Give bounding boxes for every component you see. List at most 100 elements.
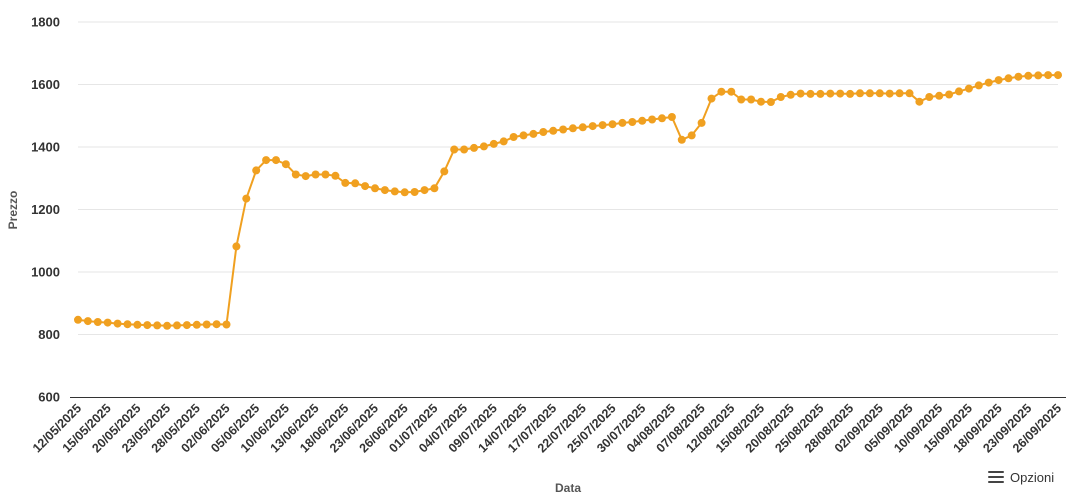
data-point[interactable] <box>222 320 231 329</box>
data-point[interactable] <box>955 87 963 96</box>
data-point[interactable] <box>994 76 1003 85</box>
data-point[interactable] <box>272 156 280 165</box>
data-point[interactable] <box>113 319 122 328</box>
data-point[interactable] <box>648 115 657 124</box>
data-point[interactable] <box>915 97 924 106</box>
data-point[interactable] <box>747 95 756 104</box>
data-point[interactable] <box>984 78 993 87</box>
data-point[interactable] <box>766 98 775 106</box>
data-point[interactable] <box>568 124 577 133</box>
data-point[interactable] <box>658 114 666 123</box>
data-point[interactable] <box>371 184 379 193</box>
data-point[interactable] <box>192 320 201 329</box>
data-point[interactable] <box>361 182 370 191</box>
data-point[interactable] <box>232 242 241 251</box>
data-point[interactable] <box>460 145 469 154</box>
data-point[interactable] <box>93 318 102 326</box>
data-point[interactable] <box>400 188 409 197</box>
data-point[interactable] <box>677 135 686 144</box>
data-point[interactable] <box>252 166 261 175</box>
data-point[interactable] <box>895 89 904 98</box>
data-point[interactable] <box>420 186 429 195</box>
data-point[interactable] <box>935 91 944 100</box>
data-point[interactable] <box>776 93 785 101</box>
data-point[interactable] <box>1004 74 1013 83</box>
data-point[interactable] <box>816 89 825 98</box>
data-point[interactable] <box>667 113 676 121</box>
data-point[interactable] <box>133 320 142 329</box>
data-point[interactable] <box>638 116 647 125</box>
data-point[interactable] <box>470 143 478 152</box>
data-point[interactable] <box>529 129 538 138</box>
data-point[interactable] <box>163 321 172 330</box>
data-point[interactable] <box>717 87 726 96</box>
data-point[interactable] <box>390 187 399 196</box>
data-point[interactable] <box>153 321 162 330</box>
data-point[interactable] <box>687 131 696 140</box>
data-point[interactable] <box>212 320 221 329</box>
data-point[interactable] <box>727 87 736 96</box>
data-point[interactable] <box>1024 71 1033 80</box>
data-point[interactable] <box>489 139 498 148</box>
data-point[interactable] <box>618 118 627 127</box>
data-point[interactable] <box>321 170 330 179</box>
data-point[interactable] <box>836 89 845 98</box>
data-point[interactable] <box>608 120 617 129</box>
data-point[interactable] <box>301 172 310 181</box>
data-point[interactable] <box>262 156 271 165</box>
data-point[interactable] <box>242 194 251 203</box>
data-point[interactable] <box>1054 71 1062 80</box>
data-point[interactable] <box>757 97 765 106</box>
data-point[interactable] <box>925 93 934 101</box>
data-point[interactable] <box>74 315 82 324</box>
data-point[interactable] <box>796 89 805 98</box>
data-point[interactable] <box>450 145 459 154</box>
data-point[interactable] <box>1044 71 1053 80</box>
data-point[interactable] <box>123 320 132 329</box>
data-point[interactable] <box>905 89 914 98</box>
data-point[interactable] <box>578 123 587 132</box>
data-point[interactable] <box>786 90 795 99</box>
data-point[interactable] <box>856 89 864 98</box>
data-point[interactable] <box>945 90 954 99</box>
data-point[interactable] <box>737 95 746 104</box>
data-point[interactable] <box>697 118 706 127</box>
data-point[interactable] <box>806 89 815 98</box>
data-point[interactable] <box>865 89 874 98</box>
data-point[interactable] <box>499 137 508 146</box>
data-point[interactable] <box>826 89 835 98</box>
data-point[interactable] <box>341 178 350 187</box>
data-point[interactable] <box>588 122 597 131</box>
data-point[interactable] <box>331 171 340 180</box>
data-point[interactable] <box>311 170 320 179</box>
data-point[interactable] <box>539 128 548 136</box>
data-point[interactable] <box>964 84 973 93</box>
data-point[interactable] <box>707 94 716 103</box>
data-point[interactable] <box>628 118 637 126</box>
data-point[interactable] <box>875 89 884 98</box>
options-button[interactable]: Opzioni <box>988 466 1054 488</box>
data-point[interactable] <box>351 179 360 188</box>
data-point[interactable] <box>430 184 439 193</box>
data-point[interactable] <box>974 81 983 90</box>
data-point[interactable] <box>182 321 191 330</box>
data-point[interactable] <box>83 317 92 326</box>
data-point[interactable] <box>846 89 855 98</box>
data-point[interactable] <box>1014 72 1023 81</box>
data-point[interactable] <box>479 142 488 151</box>
data-point[interactable] <box>202 320 211 329</box>
data-point[interactable] <box>291 170 300 179</box>
data-point[interactable] <box>143 321 152 330</box>
data-point[interactable] <box>281 160 290 169</box>
data-point[interactable] <box>103 318 112 327</box>
data-point[interactable] <box>173 321 181 330</box>
data-point[interactable] <box>440 167 449 176</box>
data-point[interactable] <box>380 186 389 195</box>
data-point[interactable] <box>885 89 894 98</box>
data-point[interactable] <box>549 126 558 135</box>
data-point[interactable] <box>598 121 607 130</box>
data-point[interactable] <box>519 131 528 140</box>
data-point[interactable] <box>1034 71 1043 80</box>
data-point[interactable] <box>410 188 419 196</box>
data-point[interactable] <box>509 133 518 141</box>
